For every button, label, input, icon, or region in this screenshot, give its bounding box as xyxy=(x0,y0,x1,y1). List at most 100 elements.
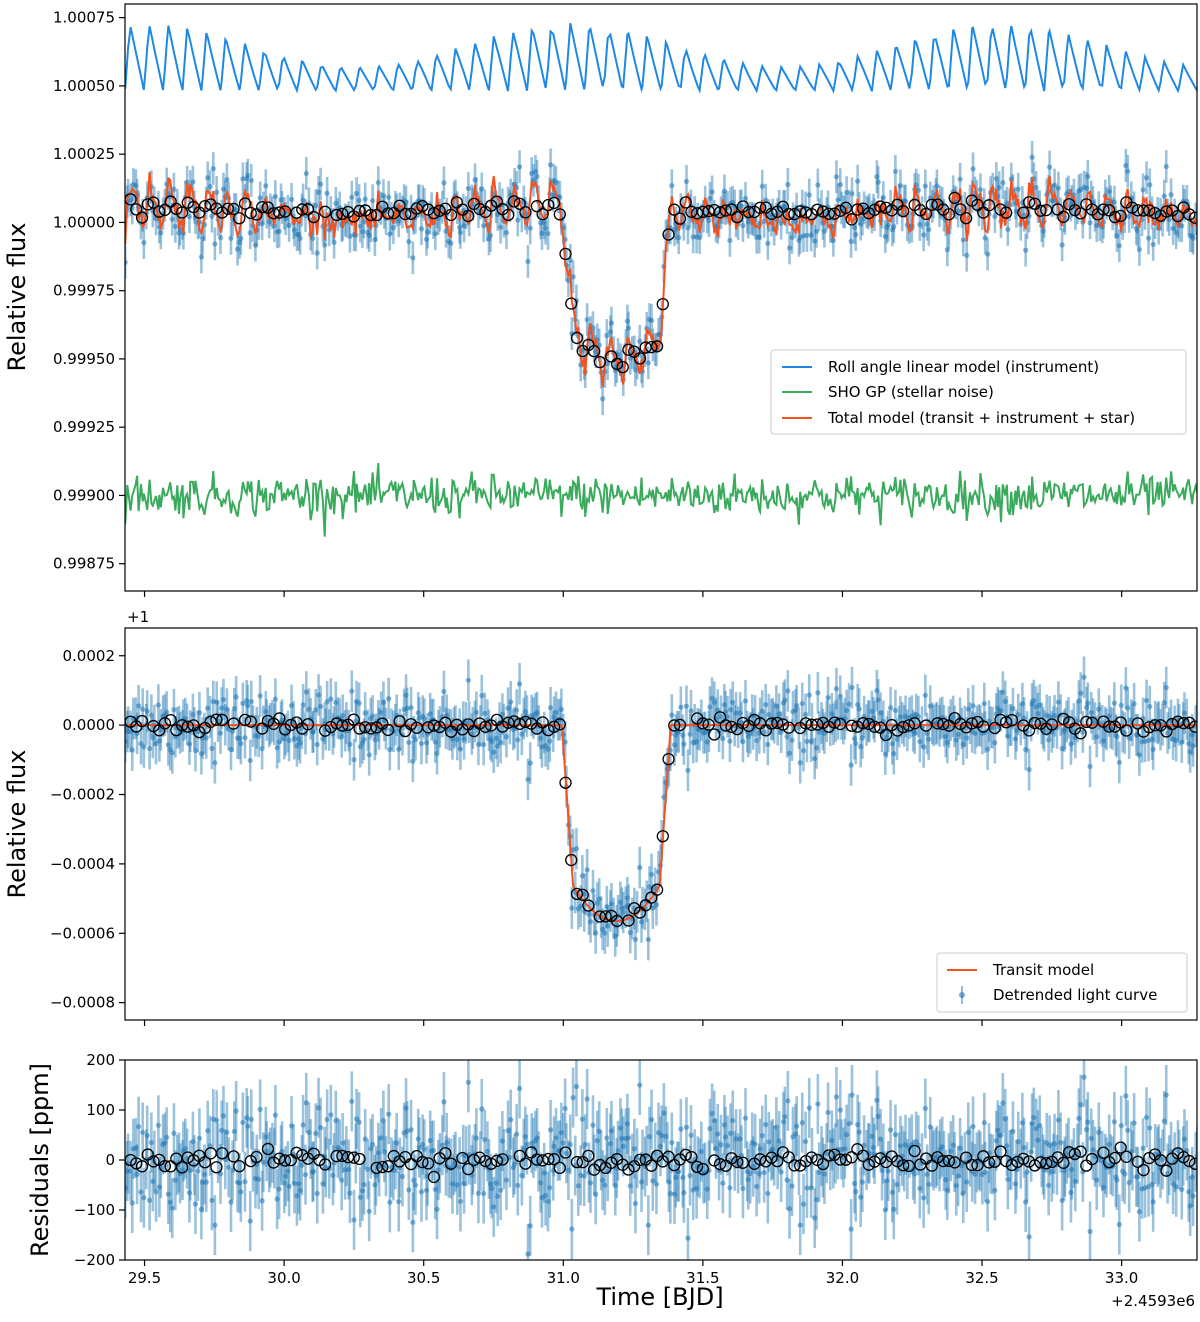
bottom-binned-circle xyxy=(278,1154,292,1167)
middle-ytick-label: −0.0002 xyxy=(50,786,115,804)
bottom-data-point xyxy=(1114,1177,1120,1183)
top-data-point xyxy=(210,166,216,172)
bottom-data-point xyxy=(420,1141,426,1148)
bottom-binned-circle xyxy=(782,1151,795,1164)
middle-data-point xyxy=(527,760,533,766)
middle-data-point xyxy=(558,706,564,712)
bottom-binned-circle xyxy=(210,1161,223,1174)
top-data-point xyxy=(964,252,970,258)
bottom-data-point xyxy=(187,1167,193,1174)
bottom-data-point xyxy=(1179,1186,1185,1193)
middle-data-point xyxy=(1150,746,1156,752)
top-data-point xyxy=(639,368,646,374)
middle-data-point xyxy=(754,737,760,744)
panel-middle: +1 Relative flux −0.0008−0.0006−0.0004−0… xyxy=(3,608,1198,1026)
middle-data-point xyxy=(366,752,372,758)
bottom-binned-circle xyxy=(416,1155,429,1169)
top-data-point xyxy=(534,173,540,180)
top-data-point xyxy=(272,193,278,200)
middle-data-point xyxy=(804,738,810,744)
top-data-point xyxy=(224,177,230,183)
middle-data-point xyxy=(737,710,743,716)
bottom-binned-circle xyxy=(439,1147,452,1160)
middle-data-point xyxy=(479,693,485,699)
middle-data-point xyxy=(584,867,590,873)
bottom-binned-circle xyxy=(490,1154,504,1167)
bottom-data-point xyxy=(333,1118,339,1124)
middle-data-point xyxy=(370,713,376,719)
middle-data-point xyxy=(508,699,514,705)
top-binned-circle xyxy=(370,208,383,222)
bottom-data-point xyxy=(600,1177,606,1183)
top-data-point xyxy=(782,203,788,210)
top-data-point xyxy=(266,219,272,225)
middle-data-point xyxy=(349,688,355,694)
bottom-data-point xyxy=(276,1186,282,1192)
middle-data-point xyxy=(457,746,464,752)
top-data-point xyxy=(1163,163,1169,170)
middle-data-point xyxy=(1019,701,1025,707)
middle-data-point xyxy=(604,904,610,910)
middle-data-point xyxy=(314,741,320,748)
middle-binned-circle xyxy=(897,720,910,734)
middle-data-point xyxy=(620,909,626,915)
top-data-point xyxy=(596,342,602,348)
middle-data-point xyxy=(209,745,215,752)
top-data-point xyxy=(1106,188,1112,195)
bottom-data-point xyxy=(140,1129,146,1136)
top-data-point xyxy=(891,224,897,230)
middle-binned-circle xyxy=(1143,721,1156,734)
top-binned-circle xyxy=(130,203,143,216)
bottom-data-point xyxy=(212,1222,218,1228)
bottom-data-point xyxy=(608,1128,615,1134)
middle-data-point xyxy=(1123,685,1129,691)
top-data-point xyxy=(366,232,372,239)
top-data-point xyxy=(993,175,999,182)
middle-data-point xyxy=(150,734,156,741)
top-data-point xyxy=(359,228,366,235)
bottom-binned-circle xyxy=(982,1156,996,1169)
middle-data-point xyxy=(317,703,324,710)
bottom-data-point xyxy=(207,1143,213,1149)
bottom-data-point xyxy=(993,1138,999,1144)
top-data-point xyxy=(697,235,703,241)
middle-data-point xyxy=(897,714,904,720)
middle-data-point xyxy=(281,735,287,742)
middle-data-point xyxy=(617,899,623,905)
top-data-point xyxy=(917,221,923,228)
bottom-data-point xyxy=(263,1134,269,1140)
bottom-data-point xyxy=(138,1189,144,1195)
top-data-point xyxy=(158,230,164,236)
middle-data-point xyxy=(525,776,531,783)
top-binned-circle xyxy=(364,208,378,222)
middle-data-point xyxy=(372,736,378,743)
top-binned-circle xyxy=(1074,207,1087,220)
bottom-data-point xyxy=(283,1173,289,1179)
bottom-data-point xyxy=(387,1199,393,1205)
bottom-data-point xyxy=(619,1135,625,1142)
middle-data-point xyxy=(711,699,717,705)
top-data-point xyxy=(1023,247,1029,253)
bottom-binned-circle xyxy=(645,1159,658,1172)
middle-data-point xyxy=(990,725,996,731)
middle-binned-circle xyxy=(336,719,349,732)
top-data-point xyxy=(1005,226,1011,233)
middle-data-point xyxy=(315,692,322,698)
legend-top-box xyxy=(770,349,1187,435)
middle-data-point xyxy=(825,695,831,701)
top-data-point xyxy=(880,195,886,201)
bottom-data-point xyxy=(776,1138,782,1144)
middle-binned-circle xyxy=(301,718,315,731)
middle-data-point xyxy=(927,703,933,709)
top-ytick-label: 0.99925 xyxy=(53,418,115,436)
bottom-data-point xyxy=(856,1129,862,1135)
top-data-point xyxy=(317,181,324,187)
top-data-point xyxy=(356,197,362,203)
bottom-data-point xyxy=(1005,1176,1011,1182)
bottom-data-point xyxy=(1118,1123,1124,1129)
middle-data-point xyxy=(386,696,392,702)
bottom-data-point xyxy=(541,1170,547,1176)
middle-binned-circle xyxy=(919,719,933,732)
bottom-data-point xyxy=(1078,1102,1084,1108)
bottom-data-point xyxy=(724,1142,731,1149)
